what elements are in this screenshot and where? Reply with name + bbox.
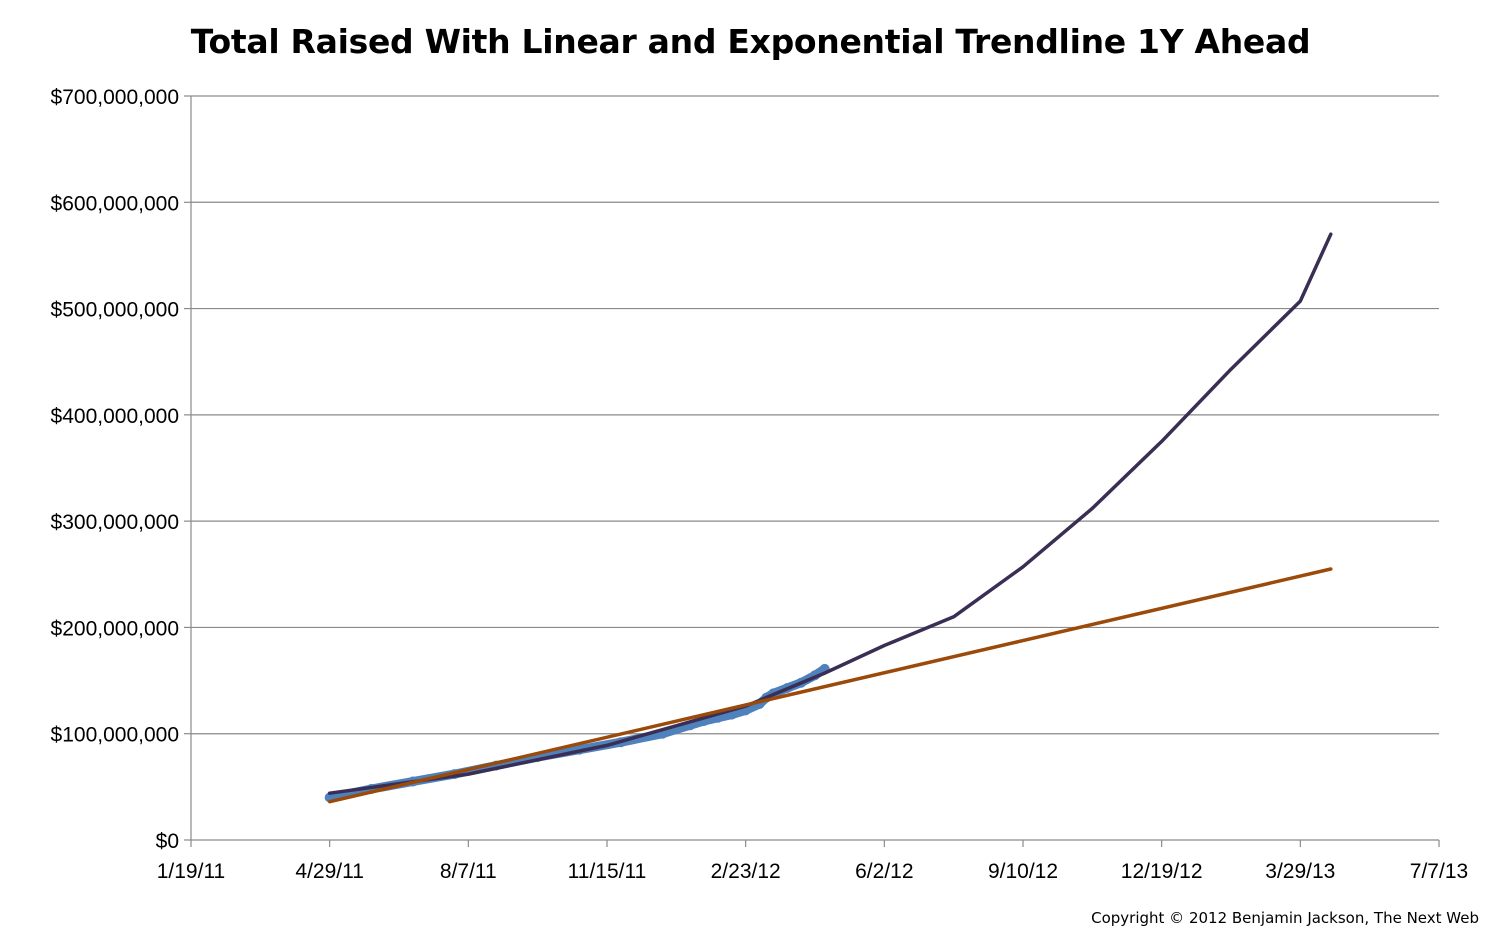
y-tick-label: $500,000,000 [51,299,179,322]
x-tick-label: 3/29/13 [1265,860,1335,883]
x-tick-label: 6/2/12 [855,860,913,883]
chart-title: Total Raised With Linear and Exponential… [190,22,1311,61]
data-series [324,232,1333,804]
x-tick-label: 1/19/11 [157,860,226,883]
x-tick-label: 7/7/13 [1410,860,1468,883]
x-tick-label: 11/15/11 [568,860,647,883]
y-tick-label: $100,000,000 [51,724,179,747]
axes [184,95,1440,847]
x-tick-label: 2/23/12 [711,860,781,883]
x-tick-label: 8/7/11 [440,860,497,883]
x-tick-label: 4/29/11 [295,860,364,883]
y-tick-label: $200,000,000 [51,617,179,640]
copyright-notice: Copyright © 2012 Benjamin Jackson, The N… [1091,909,1479,927]
y-tick-label: $0 [156,830,179,853]
y-tick-label: $700,000,000 [51,86,179,109]
grid-lines [191,95,1439,735]
linear-trendline-line [327,567,1333,804]
x-tick-label: 12/19/12 [1121,860,1203,883]
y-tick-label: $400,000,000 [51,405,179,428]
x-tick-label: 9/10/12 [988,860,1058,883]
y-axis-tick-labels: $0 $100,000,000 $200,000,000 $300,000,000 $4… [51,86,179,853]
x-axis-tick-labels: 1/19/11 4/29/11 8/7/11 11/15/11 2/23/12 6/2/1… [157,860,1468,883]
y-tick-label: $600,000,000 [51,192,179,215]
exponential-trendline-line [327,232,1333,795]
y-tick-label: $300,000,000 [51,511,179,534]
